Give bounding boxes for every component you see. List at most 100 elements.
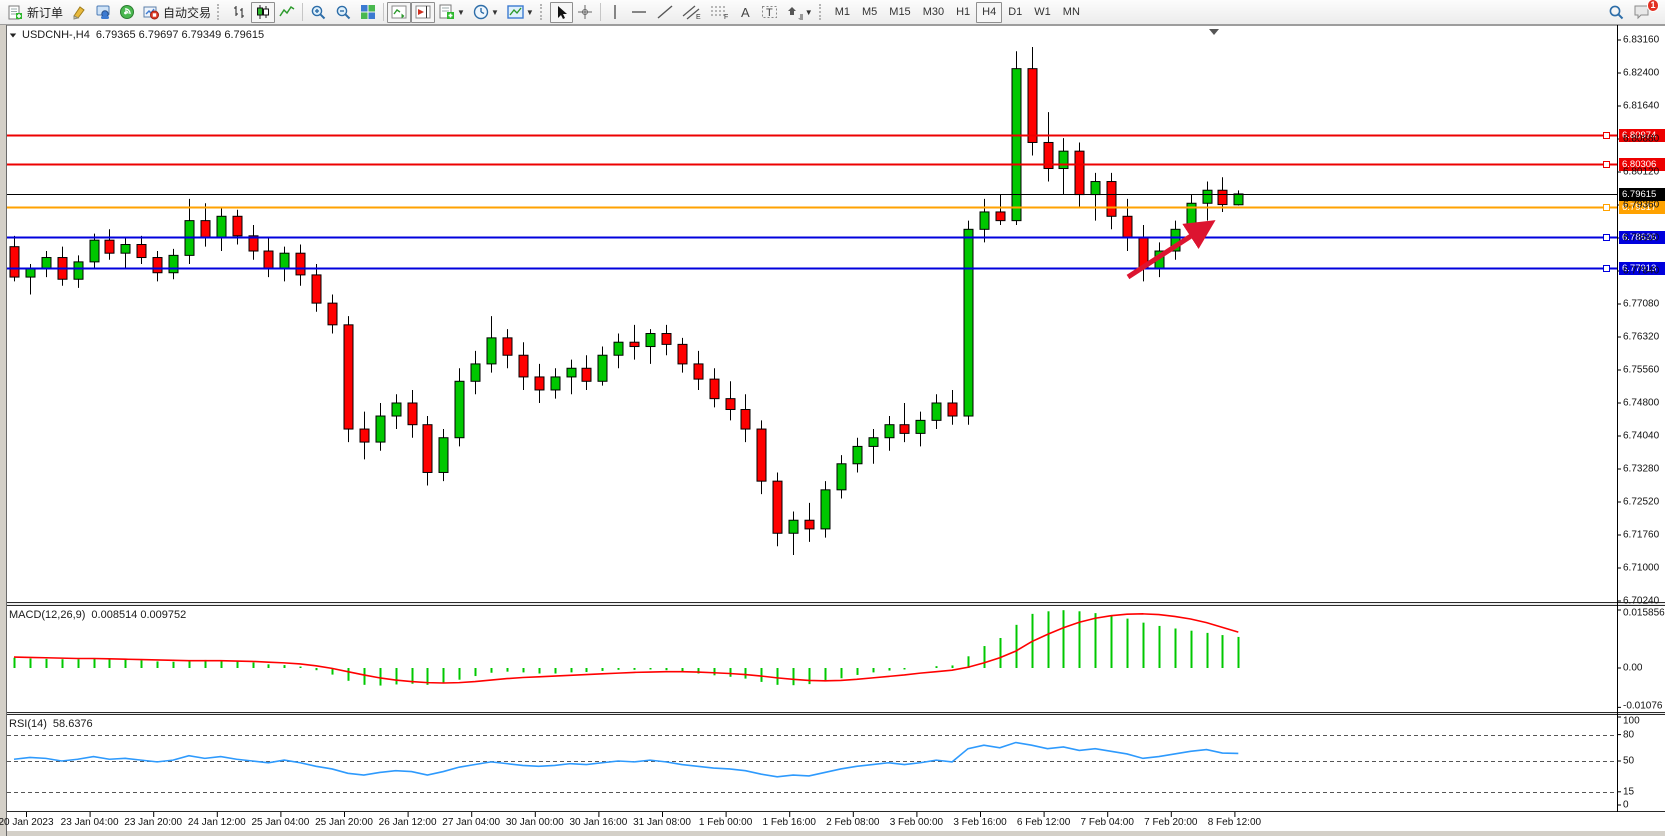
templates-button[interactable]: ▼: [503, 2, 538, 23]
crosshair-tool-button[interactable]: [573, 2, 597, 23]
channel-tool-button[interactable]: E: [678, 2, 706, 23]
text-tool-button[interactable]: A: [734, 2, 757, 23]
timeframe-m5-button[interactable]: M5: [856, 2, 883, 23]
market-watch-button[interactable]: [91, 2, 115, 23]
dropdown-caret-icon: ▼: [525, 7, 534, 17]
hline-handle[interactable]: [1603, 161, 1610, 168]
trendline-tool-button[interactable]: [652, 2, 678, 23]
market-watch-icon: [96, 5, 110, 19]
text-label-icon: T: [761, 6, 777, 19]
rsi-tick-50: 50: [1623, 755, 1635, 767]
ohlc-bars-icon: [234, 6, 245, 18]
price-tick-6.75560: 6.75560: [1623, 364, 1660, 376]
time-label-15: 3 Feb 16:00: [953, 817, 1007, 828]
svg-text:E: E: [696, 14, 701, 20]
timeframe-mn-button[interactable]: MN: [1057, 2, 1086, 23]
time-label-11: 1 Feb 00:00: [698, 817, 753, 828]
timeframe-h4-button[interactable]: H4: [976, 1, 1003, 23]
chart-window: USDCNH-,H4 6.79365 6.79697 6.79349 6.7961…: [0, 25, 1665, 836]
dropdown-caret-icon: ▼: [457, 7, 465, 17]
toolbar-separator: [383, 3, 385, 21]
timeframe-d1-button[interactable]: D1: [1002, 2, 1028, 23]
macd-tick-0.015856: 0.015856: [1623, 607, 1665, 619]
timeframe-m1-button[interactable]: M1: [829, 2, 856, 23]
symbol-title: USDCNH-,H4 6.79365 6.79697 6.79349 6.7961…: [9, 29, 264, 41]
hline-handle[interactable]: [1603, 234, 1610, 241]
time-label-13: 2 Feb 08:00: [826, 817, 880, 828]
candles-layer: [9, 46, 1244, 555]
time-label-19: 8 Feb 12:00: [1207, 817, 1262, 828]
marker-icon: [73, 6, 85, 20]
vertical-line-tool-button[interactable]: [604, 2, 626, 23]
time-label-14: 3 Feb 00:00: [889, 817, 944, 828]
new-order-button[interactable]: 新订单: [4, 2, 67, 23]
rsi-value: 58.6376: [52, 718, 93, 730]
line-chart-icon: [279, 5, 295, 17]
zoom-out-button[interactable]: [331, 2, 356, 23]
price-tick-6.80120: 6.80120: [1623, 166, 1660, 178]
macd-pane: [13, 610, 1240, 686]
chart-shift-marker[interactable]: [1209, 29, 1219, 35]
timeframe-h1-button[interactable]: H1: [950, 2, 976, 23]
periods-button[interactable]: ▼: [469, 2, 503, 23]
line-chart-mode-button[interactable]: [275, 2, 299, 23]
new-order-label: 新订单: [27, 5, 64, 20]
toolbar-grip: [818, 4, 825, 20]
time-label-10: 31 Jan 08:00: [633, 817, 691, 828]
template-icon: [507, 5, 524, 19]
toolbar-grip: [539, 4, 546, 20]
toolbar-separator: [302, 3, 304, 21]
tile-windows-icon: [361, 5, 376, 19]
chart-shift-button[interactable]: [411, 1, 436, 23]
rsi-tick-80: 80: [1623, 729, 1635, 741]
zoom-in-button[interactable]: [306, 2, 331, 23]
autotrading-icon: [143, 6, 160, 20]
clock-icon: [473, 4, 489, 20]
price-tick-6.76320: 6.76320: [1623, 331, 1660, 343]
price-tick-6.82400: 6.82400: [1623, 67, 1660, 79]
signal-icon: [120, 5, 135, 19]
price-badge-6.80974: 6.80974: [1619, 129, 1665, 142]
add-indicator-icon: [439, 4, 455, 19]
search-button[interactable]: [1604, 2, 1629, 23]
horizontal-line-icon: [631, 11, 646, 13]
style-marker-button[interactable]: [67, 2, 91, 23]
price-tick-6.83160: 6.83160: [1623, 34, 1660, 46]
add-indicator-button[interactable]: ▼: [435, 2, 469, 23]
candlestick-mode-button[interactable]: [251, 1, 276, 23]
candlestick-icon: [257, 5, 270, 19]
hline-handle[interactable]: [1603, 265, 1610, 272]
notifications-button[interactable]: 1: [1629, 0, 1659, 23]
zoom-out-icon: [336, 5, 351, 19]
bar-chart-mode-button[interactable]: [227, 2, 251, 23]
time-label-3: 24 Jan 12:00: [187, 817, 246, 828]
trend-arrow-annotation[interactable]: [1126, 220, 1216, 280]
text-label-tool-button[interactable]: T: [757, 2, 782, 23]
signals-button[interactable]: [115, 2, 139, 23]
collapse-chart-icon[interactable]: [9, 33, 17, 38]
shapes-tool-button[interactable]: ▼: [782, 2, 817, 23]
horizontal-line-tool-button[interactable]: [626, 2, 652, 23]
autotrading-button[interactable]: 自动交易: [139, 2, 215, 23]
hline-handle[interactable]: [1603, 204, 1610, 211]
price-tick-6.78600: 6.78600: [1623, 232, 1660, 244]
price-tick-6.71760: 6.71760: [1623, 529, 1660, 541]
hline-handle[interactable]: [1603, 132, 1610, 139]
timeframe-w1-button[interactable]: W1: [1028, 2, 1057, 23]
ohlc-close: 6.79615: [224, 29, 265, 41]
rsi-tick-100: 100: [1623, 715, 1640, 727]
toolbar-grip: [217, 4, 223, 20]
timeframe-m30-button[interactable]: M30: [917, 2, 950, 23]
svg-text:T: T: [766, 7, 773, 19]
fibonacci-tool-button[interactable]: F: [706, 2, 734, 23]
svg-text:F: F: [724, 14, 728, 20]
notification-count-badge: 1: [1647, 0, 1659, 12]
toolbar-separator: [599, 3, 601, 21]
price-tick-6.74040: 6.74040: [1623, 430, 1660, 442]
price-tick-6.74800: 6.74800: [1623, 397, 1660, 409]
autoscroll-button[interactable]: [387, 1, 412, 23]
cursor-tool-button[interactable]: [549, 1, 573, 23]
tile-windows-button[interactable]: [356, 2, 380, 23]
timeframe-m15-button[interactable]: M15: [883, 2, 916, 23]
price-tick-6.71000: 6.71000: [1623, 562, 1660, 574]
